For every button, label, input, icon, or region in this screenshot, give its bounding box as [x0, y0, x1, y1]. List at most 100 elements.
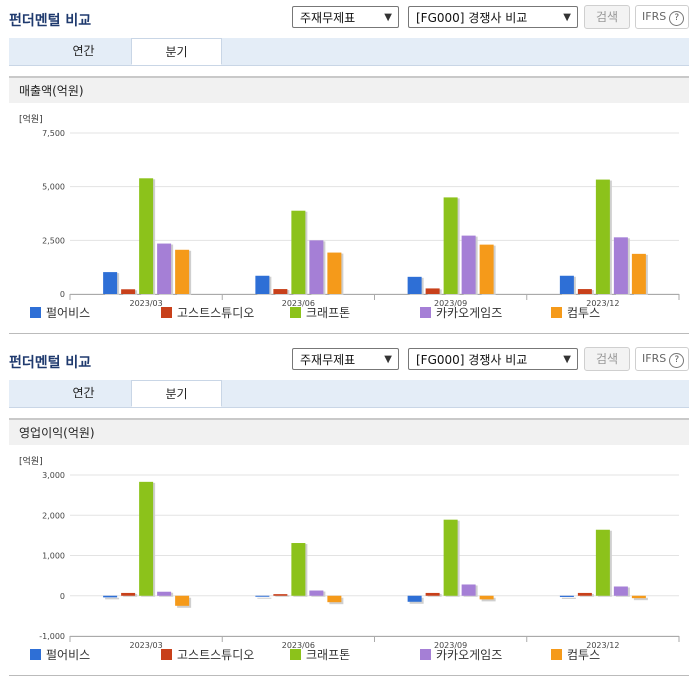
- legend-label[interactable]: 컴투스: [567, 648, 600, 662]
- legend-swatch[interactable]: [551, 307, 562, 318]
- bar[interactable]: [631, 253, 646, 294]
- bar[interactable]: [255, 275, 270, 294]
- tab-quarterly[interactable]: 분기: [131, 380, 222, 407]
- bar[interactable]: [309, 590, 324, 596]
- bar[interactable]: [407, 276, 422, 294]
- ifrs-help-button[interactable]: IFRS?: [635, 5, 689, 29]
- y-tick-label: 0: [60, 290, 65, 299]
- legend-swatch[interactable]: [30, 649, 41, 660]
- bar-shadow: [257, 597, 272, 599]
- legend-label[interactable]: 펄어비스: [46, 648, 90, 662]
- legend-label[interactable]: 크래프톤: [306, 306, 350, 320]
- period-tabs: 연간 분기: [9, 38, 689, 66]
- panel-title: 펀더멘털 비교: [9, 355, 92, 371]
- bar[interactable]: [327, 252, 342, 294]
- bar[interactable]: [577, 289, 592, 294]
- x-tick-label: 2023/09: [434, 299, 467, 308]
- chart-title: 영업이익(억원): [9, 418, 689, 445]
- bar[interactable]: [425, 288, 440, 294]
- bar[interactable]: [309, 240, 324, 294]
- bar[interactable]: [479, 244, 494, 294]
- bar[interactable]: [595, 179, 610, 294]
- legend-swatch[interactable]: [161, 649, 172, 660]
- bar[interactable]: [595, 529, 610, 596]
- bar[interactable]: [425, 592, 440, 596]
- chevron-down-icon: ▼: [563, 354, 571, 365]
- bar[interactable]: [291, 210, 306, 294]
- bar[interactable]: [139, 481, 154, 596]
- bar[interactable]: [157, 243, 172, 294]
- bar[interactable]: [121, 289, 136, 294]
- bar[interactable]: [613, 586, 628, 596]
- period-tabs: 연간 분기: [9, 380, 689, 408]
- chevron-down-icon: ▼: [384, 12, 392, 23]
- bar-shadow: [633, 597, 648, 601]
- y-tick-label: -1,000: [39, 632, 65, 641]
- compare-select[interactable]: [FG000] 경쟁사 비교 ▼: [408, 348, 578, 370]
- bar[interactable]: [175, 595, 190, 606]
- bar[interactable]: [291, 543, 306, 596]
- y-unit-label: [억원]: [19, 455, 43, 467]
- legend-label[interactable]: 크래프톤: [306, 648, 350, 662]
- bar[interactable]: [479, 595, 494, 600]
- bar[interactable]: [157, 591, 172, 596]
- bar[interactable]: [443, 519, 458, 596]
- bar[interactable]: [273, 289, 288, 294]
- bar[interactable]: [613, 237, 628, 294]
- revenue-chart: [억원] 7,500 5,000 2,500 0 2023/03 2023/06 2023/0…: [19, 113, 680, 320]
- y-tick-label: 3,000: [42, 471, 65, 480]
- legend-swatch[interactable]: [290, 307, 301, 318]
- legend-swatch[interactable]: [551, 649, 562, 660]
- bar[interactable]: [443, 197, 458, 294]
- bar[interactable]: [631, 595, 646, 599]
- legend-swatch[interactable]: [420, 649, 431, 660]
- search-button[interactable]: 검색: [584, 347, 630, 371]
- bar[interactable]: [461, 235, 476, 294]
- bar[interactable]: [461, 584, 476, 596]
- chart-title: 매출액(억원): [9, 76, 689, 103]
- compare-select-value: [FG000] 경쟁사 비교: [416, 11, 528, 25]
- statement-select[interactable]: 주재무제표 ▼: [292, 6, 399, 28]
- tab-annual[interactable]: 연간: [72, 386, 95, 400]
- divider: [9, 675, 689, 676]
- statement-select[interactable]: 주재무제표 ▼: [292, 348, 399, 370]
- operating-profit-chart: [억원] 3,000 2,000 1,000 0 -1,000 2023/03 2023/06…: [19, 455, 680, 662]
- tab-quarterly[interactable]: 분기: [131, 38, 222, 65]
- bar[interactable]: [103, 272, 118, 294]
- chevron-down-icon: ▼: [563, 12, 571, 23]
- compare-select[interactable]: [FG000] 경쟁사 비교 ▼: [408, 6, 578, 28]
- ifrs-label: IFRS: [642, 10, 667, 23]
- legend-label[interactable]: 펄어비스: [46, 306, 90, 320]
- bar[interactable]: [121, 592, 136, 596]
- legend-label[interactable]: 카카오게임즈: [436, 306, 502, 320]
- bar[interactable]: [103, 595, 118, 598]
- bar-shadow: [105, 597, 120, 600]
- bar[interactable]: [559, 595, 574, 597]
- x-tick-label: 2023/12: [586, 299, 619, 308]
- y-unit-label: [억원]: [19, 113, 43, 125]
- legend-label[interactable]: 고스트스튜디오: [177, 648, 254, 662]
- bar[interactable]: [175, 249, 190, 294]
- bar[interactable]: [139, 178, 154, 294]
- tab-annual[interactable]: 연간: [72, 44, 95, 58]
- search-button[interactable]: 검색: [584, 5, 630, 29]
- y-tick-label: 7,500: [42, 129, 65, 138]
- legend-label[interactable]: 고스트스튜디오: [177, 306, 254, 320]
- bar[interactable]: [255, 595, 270, 597]
- legend-label[interactable]: 컴투스: [567, 306, 600, 320]
- bar[interactable]: [577, 592, 592, 596]
- x-tick-label: 2023/12: [586, 641, 619, 650]
- legend-swatch[interactable]: [420, 307, 431, 318]
- legend-swatch[interactable]: [161, 307, 172, 318]
- bar-shadow: [561, 597, 576, 599]
- panel-title: 펀더멘털 비교: [9, 13, 92, 29]
- legend-swatch[interactable]: [30, 307, 41, 318]
- bar[interactable]: [407, 595, 422, 602]
- bar[interactable]: [559, 275, 574, 294]
- y-tick-label: 2,000: [42, 511, 65, 520]
- legend-swatch[interactable]: [290, 649, 301, 660]
- bar[interactable]: [273, 594, 288, 596]
- legend-label[interactable]: 카카오게임즈: [436, 648, 502, 662]
- ifrs-help-button[interactable]: IFRS?: [635, 347, 689, 371]
- bar[interactable]: [327, 595, 342, 603]
